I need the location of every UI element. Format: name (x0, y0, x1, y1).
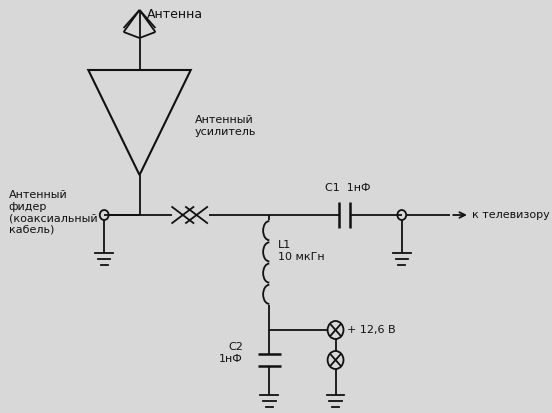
Text: Антенный
усилитель: Антенный усилитель (195, 115, 257, 137)
Text: к телевизору: к телевизору (473, 210, 550, 220)
Text: С1  1нФ: С1 1нФ (325, 183, 370, 193)
Text: Антенна: Антенна (147, 8, 203, 21)
Text: + 12,6 В: + 12,6 В (347, 325, 396, 335)
Text: Антенный
фидер
(коаксиальный
кабель): Антенный фидер (коаксиальный кабель) (9, 190, 98, 235)
Text: L1
10 мкГн: L1 10 мкГн (278, 240, 325, 261)
Text: С2
1нФ: С2 1нФ (219, 342, 243, 363)
